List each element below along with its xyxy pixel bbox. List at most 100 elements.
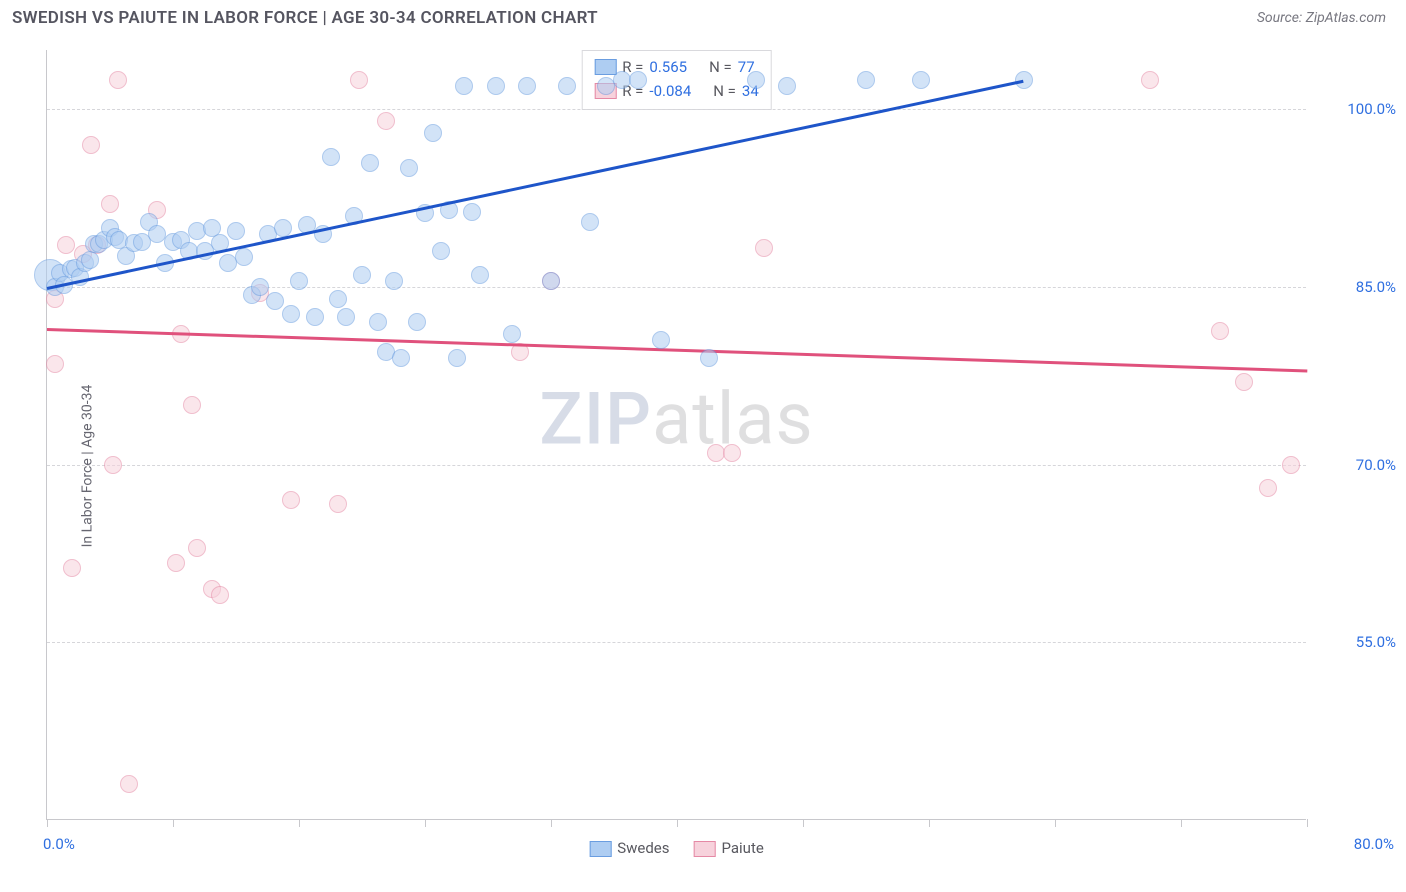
data-point-paiute: [1282, 456, 1300, 474]
data-point-paiute: [46, 355, 64, 373]
x-tick: [425, 819, 426, 827]
y-tick-label: 55.0%: [1316, 633, 1396, 651]
data-point-paiute: [104, 456, 122, 474]
data-point-paiute: [1141, 71, 1159, 89]
legend-n-label: N =: [713, 79, 736, 103]
data-point-paiute: [109, 71, 127, 89]
data-point-swedes: [369, 313, 387, 331]
y-tick-label: 70.0%: [1316, 456, 1396, 474]
x-tick: [803, 819, 804, 827]
data-point-swedes: [251, 278, 269, 296]
data-point-swedes: [424, 124, 442, 142]
x-tick: [929, 819, 930, 827]
data-point-paiute: [120, 775, 138, 793]
data-point-swedes: [558, 77, 576, 95]
x-tick: [1307, 819, 1308, 827]
source-attribution: Source: ZipAtlas.com: [1257, 10, 1386, 26]
data-point-paiute: [188, 539, 206, 557]
legend-swatch-swedes: [594, 59, 616, 75]
data-point-swedes: [448, 349, 466, 367]
data-point-swedes: [274, 219, 292, 237]
data-point-swedes: [857, 71, 875, 89]
data-point-swedes: [266, 292, 284, 310]
y-tick-label: 100.0%: [1316, 100, 1396, 118]
legend-n-label: N =: [709, 55, 732, 79]
data-point-paiute: [1235, 373, 1253, 391]
trendline-paiute: [47, 328, 1307, 372]
x-tick: [1181, 819, 1182, 827]
gridline-h: [47, 642, 1306, 643]
data-point-swedes: [471, 266, 489, 284]
data-point-swedes: [290, 272, 308, 290]
data-point-swedes: [361, 154, 379, 172]
data-point-paiute: [167, 554, 185, 572]
data-point-swedes: [747, 71, 765, 89]
data-point-swedes: [652, 331, 670, 349]
series-legend: Swedes Paiute: [589, 839, 764, 857]
data-point-swedes: [306, 308, 324, 326]
x-tick: [677, 819, 678, 827]
data-point-swedes: [463, 203, 481, 221]
data-point-swedes: [400, 159, 418, 177]
data-point-paiute: [723, 444, 741, 462]
watermark-zip: ZIP: [539, 377, 652, 462]
data-point-swedes: [518, 77, 536, 95]
data-point-swedes: [700, 349, 718, 367]
x-tick: [1055, 819, 1056, 827]
gridline-h: [47, 109, 1306, 110]
data-point-swedes: [1015, 71, 1033, 89]
trendline-swedes: [47, 80, 1024, 290]
legend-r-value: 0.565: [649, 55, 687, 79]
data-point-paiute: [350, 71, 368, 89]
data-point-swedes: [778, 77, 796, 95]
data-point-swedes: [337, 308, 355, 326]
data-point-paiute: [1259, 479, 1277, 497]
data-point-paiute: [101, 195, 119, 213]
data-point-paiute: [82, 136, 100, 154]
data-point-swedes: [282, 305, 300, 323]
x-tick: [173, 819, 174, 827]
bottom-legend-swatch-paiute: [693, 841, 715, 857]
x-tick: [47, 819, 48, 827]
data-point-swedes: [912, 71, 930, 89]
data-point-swedes: [487, 77, 505, 95]
legend-r-value: -0.084: [649, 79, 691, 103]
data-point-swedes: [322, 148, 340, 166]
data-point-swedes: [581, 213, 599, 231]
data-point-swedes: [432, 242, 450, 260]
data-point-swedes: [455, 77, 473, 95]
bottom-legend-swatch-swedes: [589, 841, 611, 857]
data-point-swedes: [353, 266, 371, 284]
data-point-paiute: [1211, 322, 1229, 340]
data-point-swedes: [629, 71, 647, 89]
data-point-swedes: [235, 248, 253, 266]
data-point-swedes: [385, 272, 403, 290]
gridline-h: [47, 287, 1306, 288]
x-axis-max-label: 80.0%: [1354, 835, 1394, 853]
data-point-swedes: [392, 349, 410, 367]
data-point-paiute: [63, 559, 81, 577]
watermark: ZIPatlas: [539, 377, 813, 462]
y-tick-label: 85.0%: [1316, 278, 1396, 296]
data-point-paiute: [211, 586, 229, 604]
gridline-h: [47, 465, 1306, 466]
x-tick: [299, 819, 300, 827]
data-point-paiute: [755, 239, 773, 257]
data-point-paiute: [57, 236, 75, 254]
data-point-paiute: [329, 495, 347, 513]
data-point-paiute: [282, 491, 300, 509]
data-point-paiute: [377, 112, 395, 130]
data-point-swedes: [542, 272, 560, 290]
x-axis-min-label: 0.0%: [43, 835, 75, 853]
plot-area: ZIPatlas R = 0.565N = 77R = -0.084N = 34…: [46, 50, 1306, 820]
data-point-swedes: [227, 222, 245, 240]
data-point-swedes: [503, 325, 521, 343]
bottom-legend-item-paiute: Paiute: [693, 839, 763, 857]
data-point-swedes: [81, 251, 99, 269]
x-tick: [551, 819, 552, 827]
chart-container: In Labor Force | Age 30-34 ZIPatlas R = …: [0, 40, 1406, 892]
bottom-legend-item-swedes: Swedes: [589, 839, 669, 857]
chart-title: SWEDISH VS PAIUTE IN LABOR FORCE | AGE 3…: [12, 8, 598, 28]
data-point-paiute: [183, 396, 201, 414]
data-point-swedes: [408, 313, 426, 331]
